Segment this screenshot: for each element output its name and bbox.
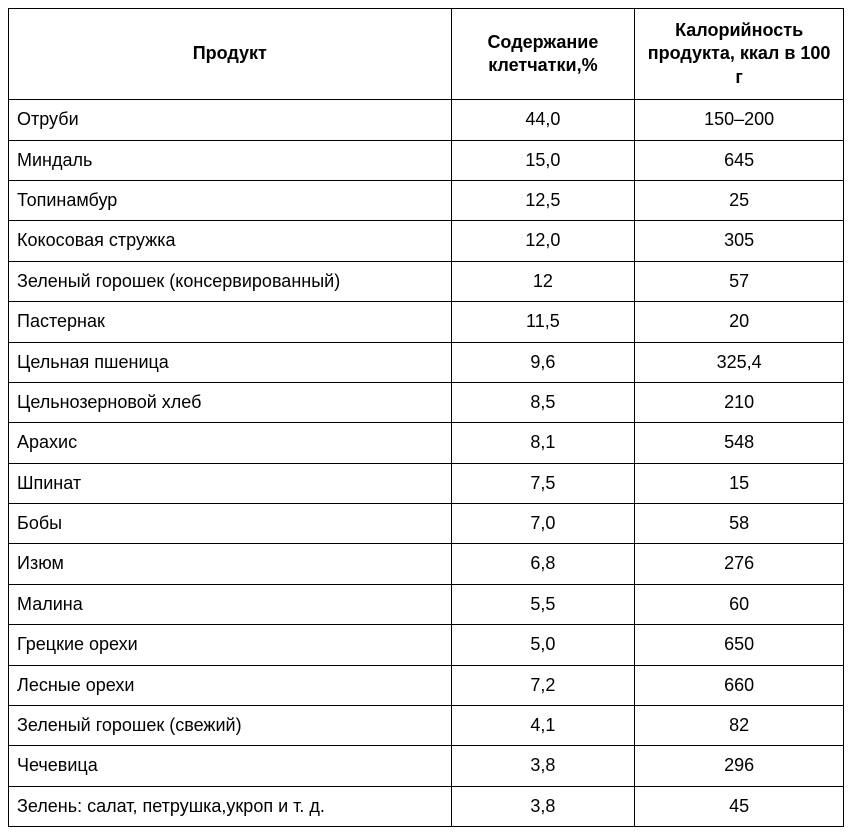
cell-product: Кокосовая стружка — [9, 221, 452, 261]
table-row: Бобы 7,0 58 — [9, 504, 844, 544]
header-row: Продукт Содержание клетчатки,% Калорийно… — [9, 9, 844, 100]
cell-calories: 25 — [635, 180, 844, 220]
cell-calories: 15 — [635, 463, 844, 503]
table-row: Изюм 6,8 276 — [9, 544, 844, 584]
table-row: Отруби 44,0 150–200 — [9, 100, 844, 140]
cell-calories: 45 — [635, 786, 844, 826]
cell-product: Зеленый горошек (свежий) — [9, 706, 452, 746]
cell-product: Бобы — [9, 504, 452, 544]
cell-fiber: 8,5 — [451, 382, 635, 422]
table-row: Лесные орехи 7,2 660 — [9, 665, 844, 705]
table-row: Зеленый горошек (консервированный) 12 57 — [9, 261, 844, 301]
table-header: Продукт Содержание клетчатки,% Калорийно… — [9, 9, 844, 100]
cell-product: Шпинат — [9, 463, 452, 503]
table-row: Цельнозерновой хлеб 8,5 210 — [9, 382, 844, 422]
cell-calories: 58 — [635, 504, 844, 544]
cell-product: Отруби — [9, 100, 452, 140]
cell-calories: 57 — [635, 261, 844, 301]
cell-product: Зелень: салат, петрушка,укроп и т. д. — [9, 786, 452, 826]
cell-fiber: 7,5 — [451, 463, 635, 503]
cell-calories: 325,4 — [635, 342, 844, 382]
cell-fiber: 12,0 — [451, 221, 635, 261]
cell-calories: 296 — [635, 746, 844, 786]
table-row: Зелень: салат, петрушка,укроп и т. д. 3,… — [9, 786, 844, 826]
cell-product: Грецкие орехи — [9, 625, 452, 665]
cell-calories: 276 — [635, 544, 844, 584]
header-calories: Калорийность продукта, ккал в 100 г — [635, 9, 844, 100]
cell-calories: 660 — [635, 665, 844, 705]
table-row: Грецкие орехи 5,0 650 — [9, 625, 844, 665]
table-row: Арахис 8,1 548 — [9, 423, 844, 463]
header-fiber: Содержание клетчатки,% — [451, 9, 635, 100]
table-body: Отруби 44,0 150–200 Миндаль 15,0 645 Топ… — [9, 100, 844, 827]
cell-fiber: 6,8 — [451, 544, 635, 584]
table-row: Чечевица 3,8 296 — [9, 746, 844, 786]
cell-calories: 150–200 — [635, 100, 844, 140]
cell-product: Цельнозерновой хлеб — [9, 382, 452, 422]
nutrition-table: Продукт Содержание клетчатки,% Калорийно… — [8, 8, 844, 827]
header-product: Продукт — [9, 9, 452, 100]
cell-fiber: 3,8 — [451, 746, 635, 786]
cell-calories: 210 — [635, 382, 844, 422]
table-row: Кокосовая стружка 12,0 305 — [9, 221, 844, 261]
cell-calories: 60 — [635, 584, 844, 624]
cell-fiber: 7,0 — [451, 504, 635, 544]
cell-fiber: 4,1 — [451, 706, 635, 746]
cell-fiber: 11,5 — [451, 302, 635, 342]
cell-calories: 305 — [635, 221, 844, 261]
cell-product: Пастернак — [9, 302, 452, 342]
table-row: Пастернак 11,5 20 — [9, 302, 844, 342]
cell-fiber: 8,1 — [451, 423, 635, 463]
cell-fiber: 44,0 — [451, 100, 635, 140]
cell-product: Лесные орехи — [9, 665, 452, 705]
cell-fiber: 5,5 — [451, 584, 635, 624]
table-row: Топинамбур 12,5 25 — [9, 180, 844, 220]
cell-calories: 548 — [635, 423, 844, 463]
cell-product: Чечевица — [9, 746, 452, 786]
table-row: Миндаль 15,0 645 — [9, 140, 844, 180]
cell-fiber: 5,0 — [451, 625, 635, 665]
cell-fiber: 12 — [451, 261, 635, 301]
cell-product: Изюм — [9, 544, 452, 584]
cell-product: Зеленый горошек (консервированный) — [9, 261, 452, 301]
cell-fiber: 9,6 — [451, 342, 635, 382]
cell-calories: 82 — [635, 706, 844, 746]
cell-fiber: 7,2 — [451, 665, 635, 705]
cell-product: Топинамбур — [9, 180, 452, 220]
cell-calories: 20 — [635, 302, 844, 342]
table-row: Зеленый горошек (свежий) 4,1 82 — [9, 706, 844, 746]
cell-product: Миндаль — [9, 140, 452, 180]
cell-fiber: 3,8 — [451, 786, 635, 826]
cell-product: Арахис — [9, 423, 452, 463]
cell-calories: 645 — [635, 140, 844, 180]
table-row: Шпинат 7,5 15 — [9, 463, 844, 503]
table-row: Цельная пшеница 9,6 325,4 — [9, 342, 844, 382]
cell-calories: 650 — [635, 625, 844, 665]
cell-product: Цельная пшеница — [9, 342, 452, 382]
cell-fiber: 12,5 — [451, 180, 635, 220]
cell-product: Малина — [9, 584, 452, 624]
cell-fiber: 15,0 — [451, 140, 635, 180]
table-row: Малина 5,5 60 — [9, 584, 844, 624]
